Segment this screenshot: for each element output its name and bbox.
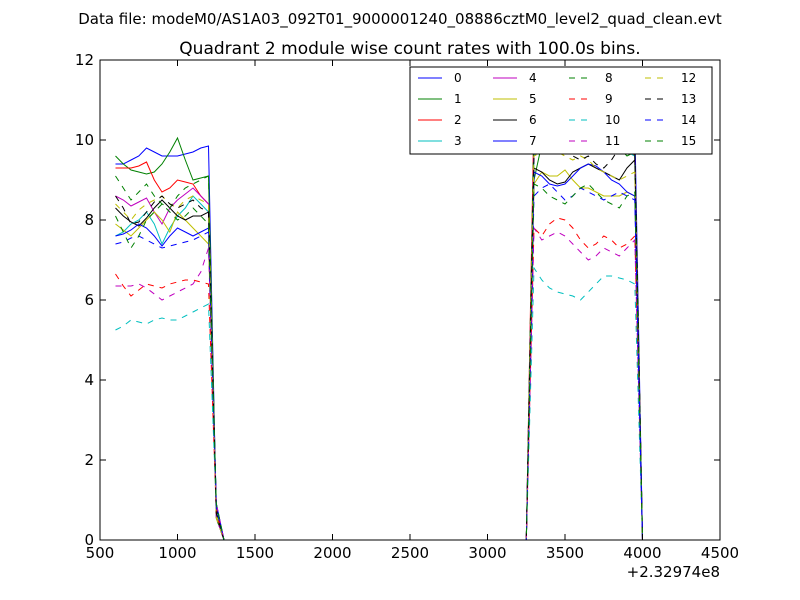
legend-label: 12 [681, 71, 696, 85]
legend-label: 14 [681, 113, 696, 127]
x-tick-label: 2000 [313, 544, 351, 562]
x-tick-label: 1000 [158, 544, 196, 562]
chart-title: Quadrant 2 module wise count rates with … [179, 39, 640, 59]
x-tick-label: 1500 [236, 544, 274, 562]
legend-label: 8 [605, 71, 613, 85]
series-line-11 [115, 226, 643, 541]
legend-label: 9 [605, 92, 613, 106]
legend-label: 13 [681, 92, 696, 106]
x-offset-label: +2.32974e8 [627, 563, 720, 581]
series-line-12 [115, 143, 643, 541]
x-tick-label: 500 [86, 544, 115, 562]
x-tick-label: 3000 [468, 544, 506, 562]
y-tick-label: 6 [84, 291, 94, 309]
legend-label: 6 [529, 113, 537, 127]
figure-suptitle: Data file: modeM0/AS1A03_092T01_90000012… [78, 10, 722, 29]
y-tick-label: 10 [75, 131, 94, 149]
y-tick-label: 0 [84, 531, 94, 549]
x-tick-label: 4000 [623, 544, 661, 562]
y-tick-label: 12 [75, 51, 94, 69]
legend-label: 10 [605, 113, 620, 127]
legend-label: 4 [529, 71, 537, 85]
x-tick-label: 2500 [391, 544, 429, 562]
legend-label: 0 [454, 71, 462, 85]
legend-label: 1 [454, 92, 462, 106]
y-tick-label: 8 [84, 211, 94, 229]
axis-ticks: 500 1000 1500 2000 2500 3000 3500 4000 4500 0 2 4 6 8… [75, 51, 739, 562]
y-tick-label: 4 [84, 371, 94, 389]
x-tick-label: 4500 [701, 544, 739, 562]
legend-label: 11 [605, 134, 620, 148]
legend-label: 2 [454, 113, 462, 127]
legend-label: 7 [529, 134, 537, 148]
y-tick-label: 2 [84, 451, 94, 469]
legend-label: 3 [454, 134, 462, 148]
legend-label: 5 [529, 92, 537, 106]
legend-box [409, 66, 713, 155]
legend-label: 15 [681, 134, 696, 148]
x-tick-label: 3500 [546, 544, 584, 562]
